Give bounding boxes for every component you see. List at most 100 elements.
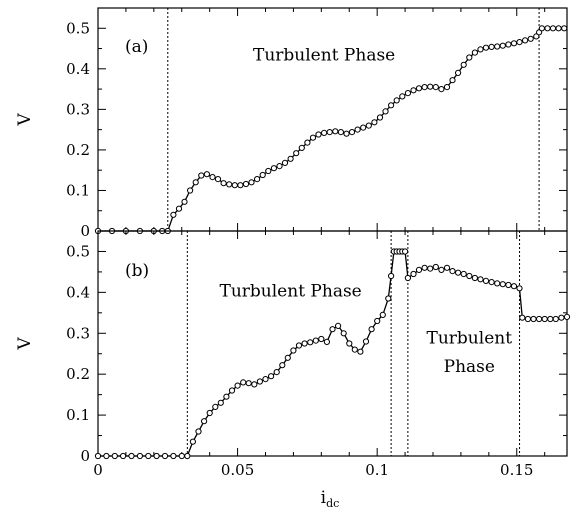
data-point-b-57 [421,264,428,271]
data-point-b-7 [153,452,160,460]
data-point-b-37 [329,326,336,333]
panel-b: 0 0.1 0.2 0.3 0.4 0.5 0 0.05 0.1 0.15 V (b) Turbulen… [15,230,571,479]
data-point-a-34 [321,129,328,136]
data-point-a-39 [348,129,356,136]
data-point-b-43 [362,338,370,345]
data-point-a-17 [226,181,233,188]
data-point-a-8 [175,205,183,212]
data-point-b-1 [103,452,110,460]
data-point-b-14 [201,418,208,425]
data-point-b-66 [471,274,478,282]
annotation-b-2: Phase [444,357,495,377]
y-axis-title-a: V [15,113,35,127]
data-point-a-78 [561,25,568,32]
data-point-a-76 [549,25,557,32]
data-point-b-46 [379,311,386,318]
data-point-b-59 [432,263,439,271]
data-point-b-38 [335,322,342,329]
data-point-b-75 [519,314,526,321]
data-point-a-29 [293,150,300,157]
data-point-a-38 [343,130,350,137]
data-point-b-68 [482,277,490,284]
data-point-b-45 [374,317,381,325]
data-point-b-34 [312,337,319,344]
data-point-b-36 [323,338,330,345]
data-point-b-83 [563,313,571,320]
data-point-a-16 [220,180,227,187]
y-tick-label-a-0: 0 [80,222,90,240]
y-tick-label-a-5: 0.5 [66,19,90,37]
data-point-a-44 [376,114,384,121]
data-point-a-42 [365,122,372,129]
data-point-a-64 [488,43,495,51]
data-point-b-22 [245,380,252,387]
data-point-a-27 [281,159,289,166]
data-point-a-57 [449,77,456,84]
data-point-a-20 [242,180,250,188]
annotation-a-0: Turbulent Phase [253,46,395,66]
data-point-b-62 [449,268,456,275]
x-axis-title-subscript: dc [326,497,339,510]
data-point-b-74 [516,285,523,292]
data-point-b-26 [268,373,275,380]
data-point-a-74 [538,25,546,32]
data-point-b-9 [170,452,177,460]
data-point-a-10 [187,187,194,194]
data-point-b-30 [290,347,297,354]
data-point-b-70 [494,280,501,287]
data-point-a-54 [432,84,439,91]
data-point-a-77 [555,25,562,32]
data-point-b-48 [388,272,395,280]
data-point-b-33 [307,339,314,346]
data-point-b-77 [530,315,537,323]
data-point-b-67 [477,276,484,283]
annotation-b-0: Turbulent Phase [220,281,362,301]
data-point-a-43 [371,119,378,126]
data-point-b-78 [536,315,543,323]
data-point-b-55 [410,270,417,278]
data-point-b-39 [340,330,347,337]
data-point-b-58 [427,265,434,272]
data-point-b-54 [404,274,411,282]
data-point-b-61 [443,264,451,271]
x-tick-label-3: 0.15 [500,461,533,479]
panel-label-a: (a) [125,37,148,57]
data-point-a-61 [471,49,478,56]
data-point-a-75 [544,25,551,32]
data-point-b-18 [223,393,230,400]
y-tick-label-b-1: 0.1 [66,406,90,424]
data-point-a-23 [259,171,266,179]
data-point-b-29 [284,354,291,361]
data-point-a-31 [304,139,311,146]
x-axis-title-main: i [321,488,327,508]
x-axis-title: idc [321,488,340,510]
x-tick-label-0: 0 [93,461,103,479]
data-point-a-53 [427,83,434,90]
data-point-b-17 [217,399,224,406]
data-point-a-11 [192,179,199,186]
data-point-b-65 [466,272,473,280]
data-point-a-22 [254,176,261,183]
data-point-a-67 [505,41,512,48]
data-point-b-47 [385,295,392,302]
data-point-b-4 [128,452,135,460]
data-point-b-13 [195,428,202,435]
data-point-a-40 [354,126,361,133]
data-point-b-0 [94,452,102,460]
data-point-a-41 [360,124,367,131]
y-tick-label-b-0: 0 [80,447,90,465]
y-tick-label-b-3: 0.3 [66,324,90,342]
data-point-b-12 [189,438,196,445]
data-point-b-41 [351,346,358,353]
y-tick-label-b-2: 0.2 [66,365,90,383]
data-point-b-20 [234,382,241,389]
data-point-b-73 [510,283,518,290]
data-point-a-26 [276,163,283,170]
data-point-b-31 [295,342,303,349]
data-point-b-53 [402,248,409,255]
data-point-a-7 [170,211,177,218]
data-point-a-55 [438,86,445,93]
data-point-a-13 [203,171,210,178]
data-point-b-5 [136,452,143,460]
